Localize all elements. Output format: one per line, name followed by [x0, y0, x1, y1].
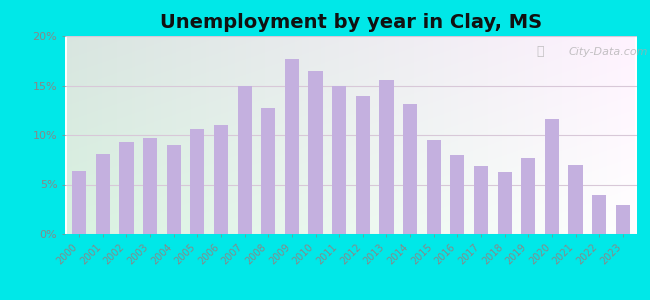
Bar — [285, 59, 299, 234]
Bar — [521, 158, 536, 234]
Bar — [545, 119, 559, 234]
Bar — [497, 172, 512, 234]
Bar — [72, 171, 86, 234]
Bar — [261, 108, 276, 234]
Bar — [450, 155, 465, 234]
Bar — [96, 154, 110, 234]
Bar — [190, 129, 205, 234]
Bar — [616, 205, 630, 234]
Bar — [166, 145, 181, 234]
Bar — [380, 80, 393, 234]
Title: Unemployment by year in Clay, MS: Unemployment by year in Clay, MS — [160, 13, 542, 32]
Bar — [356, 96, 370, 234]
Bar — [214, 125, 228, 234]
Bar — [332, 85, 346, 234]
Text: City-Data.com: City-Data.com — [568, 47, 648, 57]
Bar — [143, 138, 157, 234]
Bar — [237, 86, 252, 234]
Bar — [403, 104, 417, 234]
Bar — [569, 165, 582, 234]
Text: ⓘ: ⓘ — [536, 45, 543, 58]
Bar — [592, 195, 606, 234]
Bar — [474, 166, 488, 234]
Bar — [426, 140, 441, 234]
Bar — [309, 71, 322, 234]
Bar — [120, 142, 133, 234]
